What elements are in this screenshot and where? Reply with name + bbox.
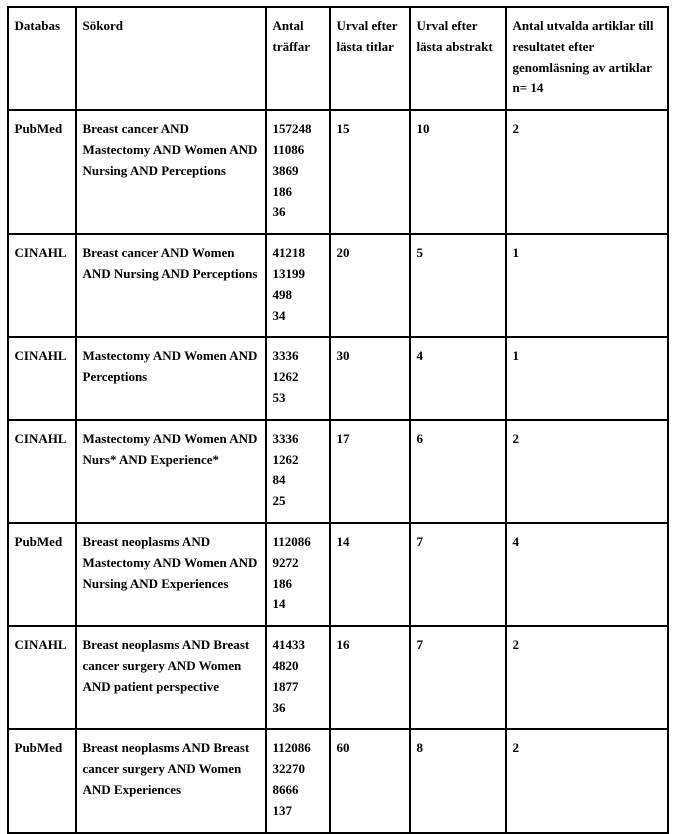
cell-utvalda: 2 — [506, 110, 668, 234]
hit-count: 186 — [273, 182, 323, 203]
cell-utvalda: 2 — [506, 729, 668, 832]
hit-count: 34 — [273, 306, 323, 327]
hit-count: 25 — [273, 491, 323, 512]
col-traffar: Antal träffar — [266, 7, 330, 110]
cell-urval-abstrakt: 7 — [410, 523, 506, 626]
cell-urval-titlar: 15 — [330, 110, 410, 234]
cell-traffar: 3336126253 — [266, 337, 330, 419]
col-utvalda: Antal utvalda artiklar till resultatet e… — [506, 7, 668, 110]
cell-databas: PubMed — [8, 110, 76, 234]
hit-count: 36 — [273, 202, 323, 223]
table-row: PubMedBreast cancer AND Mastectomy AND W… — [8, 110, 668, 234]
hit-count: 13199 — [273, 264, 323, 285]
cell-utvalda: 2 — [506, 420, 668, 523]
cell-databas: CINAHL — [8, 626, 76, 729]
table-row: PubMedBreast neoplasms AND Breast cancer… — [8, 729, 668, 832]
cell-sokord: Breast neoplasms AND Breast cancer surge… — [76, 626, 266, 729]
cell-databas: PubMed — [8, 729, 76, 832]
col-sokord: Sökord — [76, 7, 266, 110]
hit-count: 36 — [273, 698, 323, 719]
cell-traffar: 414334820187736 — [266, 626, 330, 729]
hit-count: 9272 — [273, 553, 323, 574]
cell-sokord: Mastectomy AND Women AND Perceptions — [76, 337, 266, 419]
cell-urval-abstrakt: 6 — [410, 420, 506, 523]
hit-count: 41218 — [273, 243, 323, 264]
hit-count: 186 — [273, 574, 323, 595]
hit-count: 3336 — [273, 346, 323, 367]
hit-count: 157248 — [273, 119, 323, 140]
col-urval-titlar: Urval efter lästa titlar — [330, 7, 410, 110]
cell-sokord: Breast cancer AND Women AND Nursing AND … — [76, 234, 266, 337]
col-urval-abstrakt: Urval efter lästa abstrakt — [410, 7, 506, 110]
cell-traffar: 412181319949834 — [266, 234, 330, 337]
hit-count: 4820 — [273, 656, 323, 677]
cell-databas: CINAHL — [8, 420, 76, 523]
hit-count: 32270 — [273, 759, 323, 780]
cell-urval-titlar: 30 — [330, 337, 410, 419]
table-header-row: Databas Sökord Antal träffar Urval efter… — [8, 7, 668, 110]
cell-databas: CINAHL — [8, 337, 76, 419]
cell-urval-titlar: 14 — [330, 523, 410, 626]
hit-count: 1262 — [273, 367, 323, 388]
cell-traffar: 15724811086386918636 — [266, 110, 330, 234]
table-row: CINAHLMastectomy AND Women AND Perceptio… — [8, 337, 668, 419]
cell-urval-abstrakt: 5 — [410, 234, 506, 337]
table-row: CINAHLBreast cancer AND Women AND Nursin… — [8, 234, 668, 337]
hit-count: 3336 — [273, 429, 323, 450]
cell-urval-titlar: 20 — [330, 234, 410, 337]
cell-sokord: Breast neoplasms AND Breast cancer surge… — [76, 729, 266, 832]
table-row: PubMedBreast neoplasms AND Mastectomy AN… — [8, 523, 668, 626]
hit-count: 112086 — [273, 532, 323, 553]
hit-count: 1877 — [273, 677, 323, 698]
search-results-table: Databas Sökord Antal träffar Urval efter… — [7, 6, 669, 834]
cell-sokord: Breast cancer AND Mastectomy AND Women A… — [76, 110, 266, 234]
cell-utvalda: 1 — [506, 337, 668, 419]
cell-urval-abstrakt: 4 — [410, 337, 506, 419]
cell-urval-abstrakt: 7 — [410, 626, 506, 729]
hit-count: 14 — [273, 594, 323, 615]
cell-urval-titlar: 16 — [330, 626, 410, 729]
cell-traffar: 333612628425 — [266, 420, 330, 523]
table-row: CINAHLBreast neoplasms AND Breast cancer… — [8, 626, 668, 729]
cell-traffar: 112086322708666137 — [266, 729, 330, 832]
cell-utvalda: 1 — [506, 234, 668, 337]
hit-count: 112086 — [273, 738, 323, 759]
cell-sokord: Mastectomy AND Women AND Nurs* AND Exper… — [76, 420, 266, 523]
hit-count: 498 — [273, 285, 323, 306]
cell-databas: CINAHL — [8, 234, 76, 337]
cell-urval-titlar: 17 — [330, 420, 410, 523]
hit-count: 1262 — [273, 450, 323, 471]
cell-urval-abstrakt: 8 — [410, 729, 506, 832]
hit-count: 84 — [273, 470, 323, 491]
table-row: CINAHLMastectomy AND Women AND Nurs* AND… — [8, 420, 668, 523]
hit-count: 137 — [273, 801, 323, 822]
col-databas: Databas — [8, 7, 76, 110]
hit-count: 11086 — [273, 140, 323, 161]
cell-urval-titlar: 60 — [330, 729, 410, 832]
cell-sokord: Breast neoplasms AND Mastectomy AND Wome… — [76, 523, 266, 626]
hit-count: 8666 — [273, 780, 323, 801]
cell-databas: PubMed — [8, 523, 76, 626]
hit-count: 53 — [273, 388, 323, 409]
cell-utvalda: 2 — [506, 626, 668, 729]
cell-urval-abstrakt: 10 — [410, 110, 506, 234]
hit-count: 41433 — [273, 635, 323, 656]
cell-traffar: 112086927218614 — [266, 523, 330, 626]
cell-utvalda: 4 — [506, 523, 668, 626]
hit-count: 3869 — [273, 161, 323, 182]
